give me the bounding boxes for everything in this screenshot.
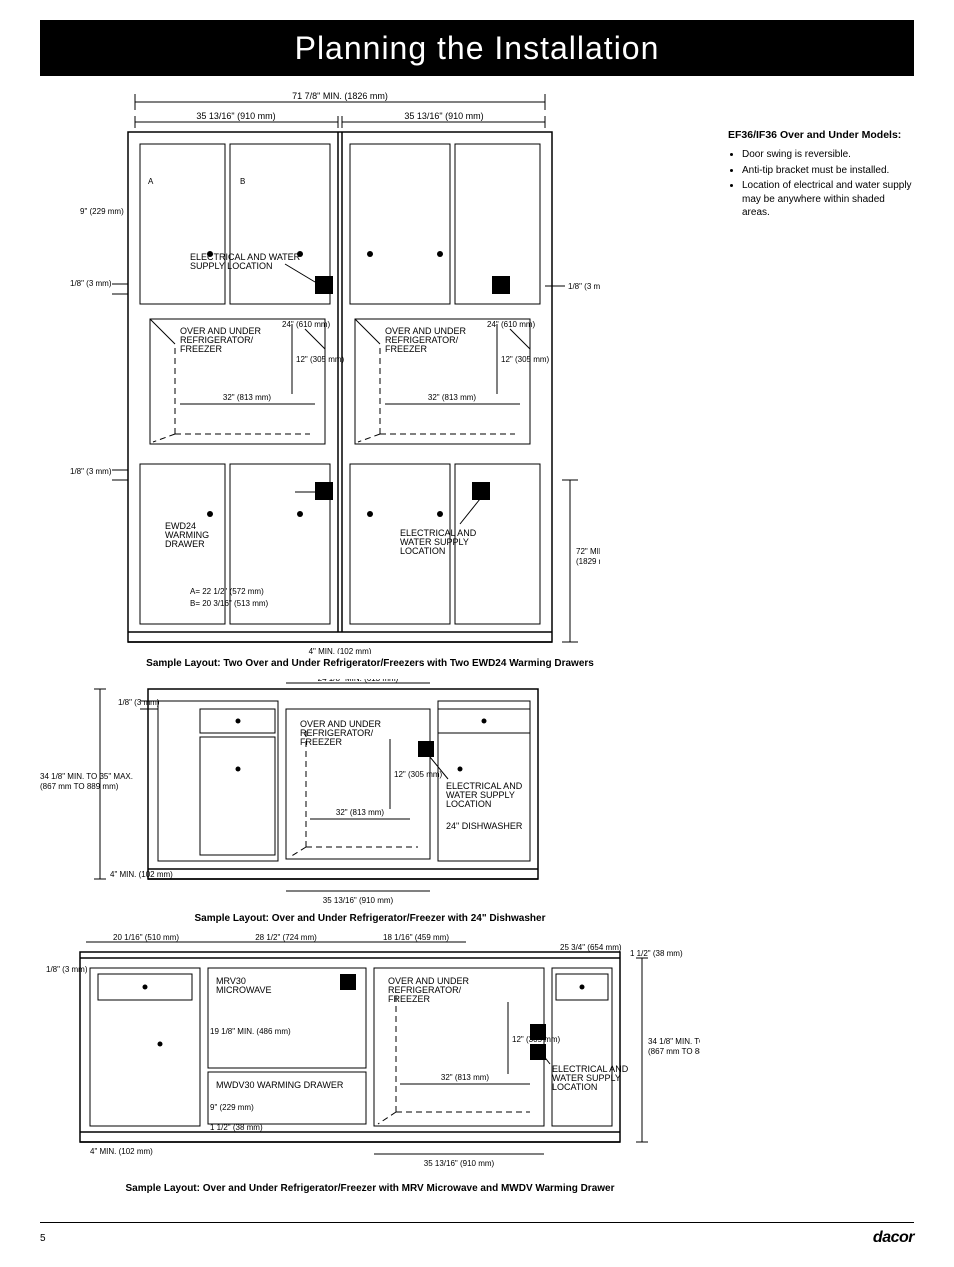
- d2-util-w: 32" (813 mm): [336, 808, 385, 817]
- d3-unit-w: 35 13/16" (910 mm): [424, 1159, 495, 1168]
- d2-ref-label: OVER AND UNDER REFRIGERATOR/ FREEZER: [300, 719, 384, 747]
- d2-utility-label: ELECTRICAL AND WATER SUPPLY LOCATION: [446, 781, 525, 809]
- d1-drawer-a: A: [148, 177, 154, 186]
- content-row: 71 7/8" MIN. (1826 mm) 35 13/16" (910 mm…: [40, 84, 914, 1204]
- d2-cab-h: 34 1/8" MIN. TO 35" MAX. (867 mm TO 889 …: [40, 772, 135, 791]
- notes-item: Location of electrical and water supply …: [742, 179, 914, 220]
- notes-product: EF36/IF36 Over and Under Models:: [728, 128, 914, 142]
- d1-depth-1: 24" (610 mm): [282, 320, 331, 329]
- d3-oh: 34 1/8" MIN. TO 35" MAX. (867 mm TO 889 …: [648, 1037, 700, 1056]
- caption-3: Sample Layout: Over and Under Refrigerat…: [40, 1183, 700, 1194]
- d1-wd-label-1: EWD24 WARMING DRAWER: [165, 521, 212, 549]
- caption-2: Sample Layout: Over and Under Refrigerat…: [40, 913, 700, 924]
- d1-util-w-1: 32" (813 mm): [223, 393, 272, 402]
- page-title-banner: Planning the Installation: [40, 20, 914, 76]
- d2-toe: 4" MIN. (102 mm): [110, 870, 173, 879]
- d1-util-h-1: 12" (305 mm): [296, 355, 345, 364]
- utility-box-icon: [340, 974, 356, 990]
- d1-drawer-b: B: [240, 177, 245, 186]
- diagram-column: 71 7/8" MIN. (1826 mm) 35 13/16" (910 mm…: [40, 84, 700, 1204]
- d3-bclr: 1 1/2" (38 mm): [210, 1123, 263, 1132]
- d1-legend-a: A= 22 1/2" (572 mm): [190, 587, 264, 596]
- d1-util-w-2: 32" (813 mm): [428, 393, 477, 402]
- notes-item: Door swing is reversible.: [742, 148, 914, 162]
- d2-util-h: 12" (305 mm): [394, 770, 443, 779]
- d3-mw-label: MRV30 MICROWAVE: [216, 976, 272, 995]
- utility-box-icon: [492, 276, 510, 294]
- d3-mw-w: 28 1/2" (724 mm): [255, 934, 317, 942]
- d1-unit-w-1: 35 13/16" (910 mm): [196, 111, 275, 121]
- caption-1: Sample Layout: Two Over and Under Refrig…: [40, 658, 700, 669]
- page: Planning the Installation 71 7/8" MIN. (…: [0, 0, 954, 1267]
- d1-utility-label-1: ELECTRICAL AND WATER SUPPLY LOCATION: [190, 252, 303, 271]
- d3-mwh: 19 1/8" MIN. (486 mm): [210, 1027, 291, 1036]
- d3-cd: 25 3/4" (654 mm): [560, 943, 622, 952]
- d2-side: 1/8" (3 mm): [118, 698, 160, 707]
- d3-ref-label: OVER AND UNDER REFRIGERATOR/ FREEZER: [388, 976, 472, 1004]
- utility-box-icon: [472, 482, 490, 500]
- d1-9in: 9" (229 mm): [80, 207, 124, 216]
- d3-util-w: 32" (813 mm): [441, 1073, 490, 1082]
- page-number: 5: [40, 1233, 46, 1244]
- d1-ref-label-2: OVER AND UNDER REFRIGERATOR/ FREEZER: [385, 326, 469, 354]
- d3-wdh: 9" (229 mm): [210, 1103, 254, 1112]
- d3-side: 1/8" (3 mm): [46, 965, 88, 974]
- d2-unit-w: 35 13/16" (910 mm): [323, 896, 394, 905]
- d1-ref-label-1: OVER AND UNDER REFRIGERATOR/ FREEZER: [180, 326, 264, 354]
- d1-unit-w-2: 35 13/16" (910 mm): [404, 111, 483, 121]
- d3-wd-label: MWDV30 WARMING DRAWER: [216, 1080, 344, 1090]
- d3-rcab: 18 1/16" (459 mm): [383, 934, 449, 942]
- d1-utility-label-2: ELECTRICAL AND WATER SUPPLY LOCATION: [400, 528, 479, 556]
- diagram-3: 20 1/16" (510 mm) 28 1/2" (724 mm) 18 1/…: [40, 934, 700, 1179]
- d3-lcab: 20 1/16" (510 mm): [113, 934, 179, 942]
- d1-oh-1: 72" MIN. TO 73 1/4" MAX. (1829 mm TO 186…: [576, 547, 600, 566]
- notes-list: Door swing is reversible. Anti-tip brack…: [728, 148, 914, 220]
- utility-box-icon: [315, 276, 333, 294]
- d1-util-h-2: 12" (305 mm): [501, 355, 550, 364]
- diagram-2: 24 1/8" MIN. (613 mm) OVER AND UNDER REF…: [40, 679, 600, 909]
- notes-item: Anti-tip bracket must be installed.: [742, 164, 914, 178]
- d2-dw-label: 24" DISHWASHER: [446, 821, 523, 831]
- diagram-1: 71 7/8" MIN. (1826 mm) 35 13/16" (910 mm…: [40, 84, 600, 654]
- d2-dw-w: 24 1/8" MIN. (613 mm): [318, 679, 399, 683]
- d1-depth-2: 24" (610 mm): [487, 320, 536, 329]
- d3-ct: 1 1/2" (38 mm): [630, 949, 683, 958]
- notes-column: EF36/IF36 Over and Under Models: Door sw…: [700, 84, 914, 222]
- page-title: Planning the Installation: [295, 30, 660, 67]
- d3-utility-label: ELECTRICAL AND WATER SUPPLY LOCATION: [552, 1064, 631, 1092]
- d1-side-3: 1/8" (3 mm): [568, 282, 600, 291]
- d1-side-1: 1/8" (3 mm): [70, 279, 112, 288]
- utility-box-icon: [315, 482, 333, 500]
- utility-box-icon: [530, 1024, 546, 1040]
- brand-logo: dacor: [873, 1229, 914, 1247]
- d1-side-2: 1/8" (3 mm): [70, 467, 112, 476]
- utility-box-icon: [418, 741, 434, 757]
- d1-toe: 4" MIN. (102 mm): [309, 647, 372, 654]
- d1-overall-width: 71 7/8" MIN. (1826 mm): [292, 91, 388, 101]
- d1-legend-b: B= 20 3/16" (513 mm): [190, 599, 269, 608]
- utility-box-icon: [530, 1044, 546, 1060]
- d3-toe: 4" MIN. (102 mm): [90, 1147, 153, 1156]
